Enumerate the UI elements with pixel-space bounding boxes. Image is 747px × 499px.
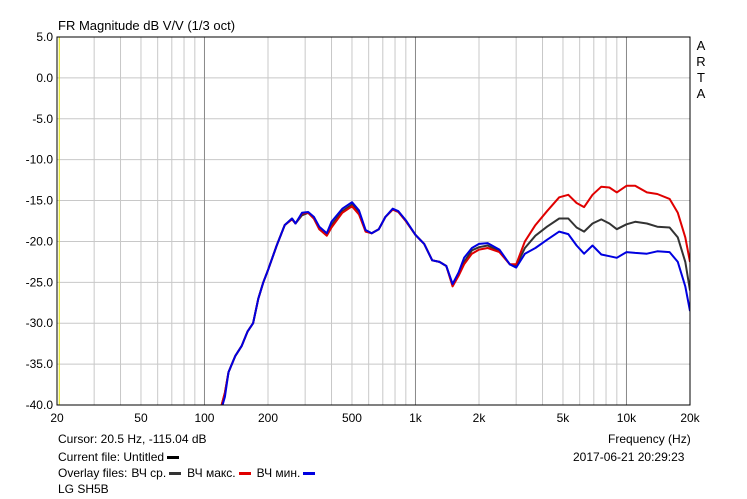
x-tick-label: 20 [50, 411, 64, 425]
current-file-row: Current file: Untitled [58, 450, 185, 464]
x-tick-label: 20k [680, 411, 700, 425]
y-tick-label: -5.0 [32, 112, 53, 126]
y-tick-label: 0.0 [36, 71, 53, 85]
x-tick-label: 10k [617, 411, 637, 425]
y-tick-label: -25.0 [26, 275, 54, 289]
model-label: LG SH5B [58, 482, 109, 496]
x-tick-label: 1k [409, 411, 423, 425]
overlay-item-max: ВЧ макс. [187, 466, 236, 480]
x-tick-label: 5k [557, 411, 571, 425]
watermark-letter: R [696, 54, 706, 69]
watermark-letter: A [696, 38, 706, 53]
overlay-swatch-avg [169, 471, 182, 475]
cursor-readout: Cursor: 20.5 Hz, -115.04 dB [58, 432, 207, 446]
overlay-swatch-min [303, 471, 316, 475]
y-tick-label: -10.0 [26, 153, 54, 167]
datetime-stamp: 2017-06-21 20:29:23 [573, 450, 685, 464]
overlay-swatch-max [238, 471, 251, 475]
x-tick-label: 2k [473, 411, 487, 425]
current-file-label: Current file: Untitled [58, 450, 165, 464]
y-tick-label: -40.0 [26, 398, 54, 412]
plot-frame [56, 36, 691, 406]
x-tick-label: 50 [134, 411, 148, 425]
y-tick-label: -20.0 [26, 234, 54, 248]
overlay-item-min: ВЧ мин. [256, 466, 301, 480]
overlay-files-label: Overlay files: [58, 466, 128, 480]
y-tick-label: -35.0 [26, 357, 54, 371]
series-line-2 [220, 184, 690, 405]
x-tick-label: 100 [194, 411, 214, 425]
y-tick-label: -30.0 [26, 316, 54, 330]
series-line-3 [221, 201, 690, 405]
overlay-files-row: Overlay files: ВЧ ср. ВЧ макс. ВЧ мин. [58, 466, 321, 480]
y-tick-label: -15.0 [26, 194, 54, 208]
watermark-letter: A [696, 86, 706, 101]
chart-title: FR Magnitude dB V/V (1/3 oct) [58, 18, 236, 33]
series-line-1 [220, 203, 690, 405]
overlay-item-avg: ВЧ ср. [131, 466, 167, 480]
x-axis-label: Frequency (Hz) [608, 432, 691, 446]
x-tick-label: 500 [342, 411, 362, 425]
y-tick-label: 5.0 [36, 30, 53, 44]
watermark-letter: T [697, 70, 705, 85]
x-tick-label: 200 [258, 411, 278, 425]
current-file-swatch [167, 455, 180, 459]
